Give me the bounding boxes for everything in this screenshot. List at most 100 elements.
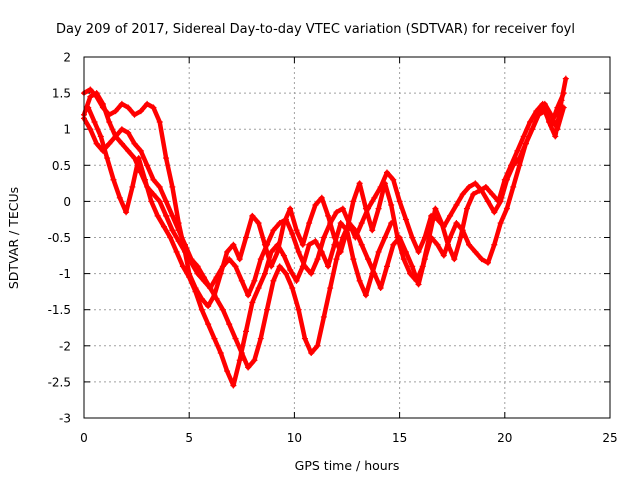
data-point [497, 198, 504, 205]
data-point [249, 299, 256, 306]
data-point [118, 126, 125, 133]
data-point [211, 335, 218, 342]
data-point [554, 104, 561, 111]
data-point [106, 140, 113, 147]
data-point [205, 321, 212, 328]
data-point [472, 248, 479, 255]
data-point [289, 285, 296, 292]
data-point [167, 234, 174, 241]
data-point [432, 205, 439, 212]
data-point [93, 90, 100, 97]
data-point [264, 241, 271, 248]
data-point [560, 104, 567, 111]
y-axis-label: SDTVAR / TECUs [6, 187, 21, 289]
data-point [287, 205, 294, 212]
series-trail [81, 76, 569, 309]
data-point [318, 194, 325, 201]
data-point [219, 306, 226, 313]
data-point [226, 256, 233, 263]
data-point [415, 248, 422, 255]
x-tick-label: 5 [185, 431, 193, 445]
data-point [484, 198, 491, 205]
data-point [118, 140, 125, 147]
data-point [415, 281, 422, 288]
data-point [510, 183, 517, 190]
data-point [383, 263, 390, 270]
data-point [552, 133, 559, 140]
data-point [470, 191, 477, 198]
data-point [541, 108, 548, 115]
data-point [257, 335, 264, 342]
y-tick-labels: -3 -2.5 -2 -1.5 -1 -0.5 0 0.5 1 1.5 2 [48, 51, 71, 426]
data-point [306, 220, 313, 227]
data-point [350, 198, 357, 205]
data-point [257, 256, 264, 263]
data-point [150, 104, 157, 111]
data-point [270, 277, 277, 284]
data-point [421, 234, 428, 241]
data-point [377, 285, 384, 292]
data-point [421, 256, 428, 263]
data-point [150, 176, 157, 183]
data-point [93, 140, 100, 147]
data-point [236, 357, 243, 364]
data-point [381, 234, 388, 241]
data-point [331, 241, 338, 248]
data-point [407, 270, 414, 277]
data-point [137, 147, 144, 154]
data-point [200, 277, 207, 284]
data-point [434, 241, 441, 248]
data-point [135, 155, 142, 162]
data-point [226, 321, 233, 328]
data-point [270, 227, 277, 234]
data-point [554, 126, 561, 133]
data-point [293, 277, 300, 284]
data-point [358, 220, 365, 227]
y-tick-label: 0 [63, 195, 71, 209]
plot-frame [83, 56, 611, 419]
data-point [503, 205, 510, 212]
data-point [459, 191, 466, 198]
x-axis-label: GPS time / hours [295, 458, 400, 473]
data-point [434, 216, 441, 223]
data-point [264, 306, 271, 313]
data-point [112, 133, 119, 140]
y-tick-label: 1.5 [52, 87, 71, 101]
data-point [369, 227, 376, 234]
data-point [169, 212, 176, 219]
data-point [163, 212, 170, 219]
data-point [527, 118, 534, 125]
data-point [466, 241, 473, 248]
x-tick-labels: 0 5 10 15 20 25 [80, 431, 617, 445]
data-point [276, 220, 283, 227]
data-point [144, 162, 151, 169]
x-tick-label: 15 [392, 431, 407, 445]
data-point [236, 256, 243, 263]
data-point [346, 220, 353, 227]
data-point [110, 176, 117, 183]
data-point [484, 259, 491, 266]
chart-title: Day 209 of 2017, Sidereal Day-to-day VTE… [56, 22, 575, 37]
data-point [156, 118, 163, 125]
data-point [232, 263, 239, 270]
data-point [179, 263, 186, 270]
data-point [400, 256, 407, 263]
data-point [238, 277, 245, 284]
data-point [87, 126, 94, 133]
data-point [295, 248, 302, 255]
data-point [169, 227, 176, 234]
data-point [314, 342, 321, 349]
data-point [375, 248, 382, 255]
data-point [318, 248, 325, 255]
data-point [339, 205, 346, 212]
data-point [156, 183, 163, 190]
y-tick-label: -1.5 [48, 303, 71, 317]
x-tick-label: 10 [287, 431, 302, 445]
data-point [365, 205, 372, 212]
data-point [232, 335, 239, 342]
data-point [255, 220, 262, 227]
data-point [243, 328, 250, 335]
data-point [181, 248, 188, 255]
data-point [388, 202, 395, 209]
